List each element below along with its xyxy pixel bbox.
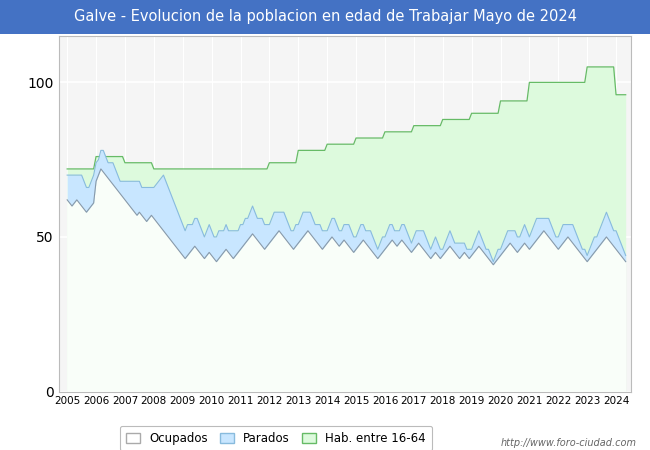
Text: Galve - Evolucion de la poblacion en edad de Trabajar Mayo de 2024: Galve - Evolucion de la poblacion en eda… [73, 9, 577, 24]
Legend: Ocupados, Parados, Hab. entre 16-64: Ocupados, Parados, Hab. entre 16-64 [120, 426, 432, 450]
Text: http://www.foro-ciudad.com: http://www.foro-ciudad.com [501, 438, 637, 448]
